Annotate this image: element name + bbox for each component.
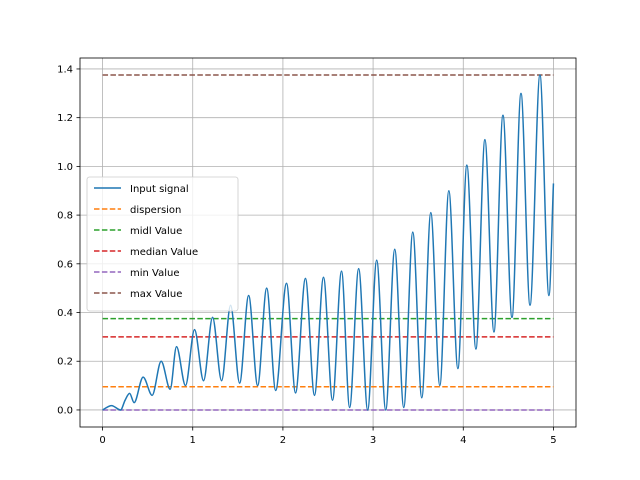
x-tick-label: 2 bbox=[280, 435, 286, 446]
plot-frame bbox=[79, 57, 577, 428]
y-tick-label: 0.4 bbox=[57, 308, 73, 319]
legend-label: median Value bbox=[130, 247, 198, 258]
legend-label: min Value bbox=[130, 268, 180, 279]
legend-label: Input signal bbox=[130, 184, 189, 195]
input-signal-line bbox=[102, 74, 555, 411]
x-tick-label: 4 bbox=[460, 435, 466, 446]
y-tick-label: 0.6 bbox=[57, 259, 73, 270]
legend-label: max Value bbox=[130, 289, 182, 300]
x-tick-label: 0 bbox=[99, 435, 105, 446]
legend-box bbox=[86, 176, 239, 312]
y-tick-label: 1.0 bbox=[57, 162, 73, 173]
signal-layer bbox=[102, 74, 555, 411]
x-tick-label: 3 bbox=[370, 435, 376, 446]
legend-label: dispersion bbox=[130, 205, 181, 216]
x-tick-label: 5 bbox=[550, 435, 556, 446]
x-tick-label: 1 bbox=[190, 435, 196, 446]
y-tick-label: 1.4 bbox=[57, 64, 73, 75]
y-tick-label: 0.8 bbox=[57, 211, 73, 222]
grid bbox=[80, 58, 576, 427]
legend: Input signal dispersion midl Value median V… bbox=[86, 176, 239, 312]
y-tick-label: 0.2 bbox=[57, 357, 73, 368]
y-tick-label: 0.0 bbox=[57, 405, 73, 416]
x-axis: 0 1 2 3 4 5 bbox=[99, 427, 557, 446]
y-tick-label: 1.2 bbox=[57, 113, 73, 124]
y-axis: 0.0 0.2 0.4 0.6 0.8 1.0 1.2 1.4 bbox=[57, 64, 80, 416]
legend-label: midl Value bbox=[130, 226, 182, 237]
